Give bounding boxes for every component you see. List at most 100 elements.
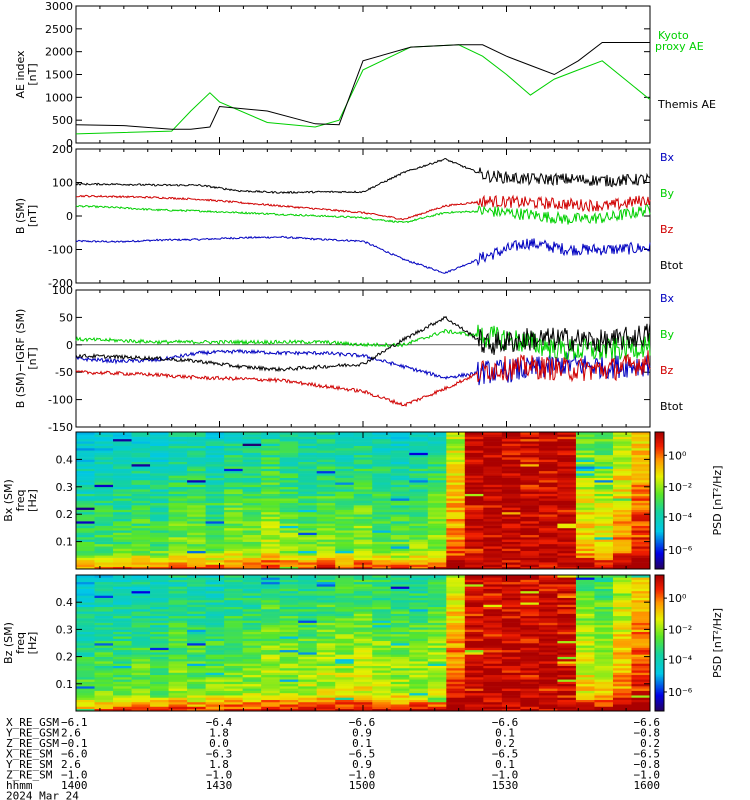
spectrogram-cell — [150, 530, 169, 533]
colorbar-band — [655, 596, 664, 599]
spectrogram-cell — [372, 636, 392, 639]
spectrogram-cell — [372, 532, 392, 536]
spectrogram-cell — [335, 677, 355, 680]
spectrogram-cell — [575, 579, 595, 583]
spectrogram-cell — [464, 509, 484, 513]
spectrogram-cell — [94, 523, 114, 526]
spectrogram-cell — [131, 674, 151, 678]
spectrogram-cell — [76, 677, 95, 680]
spectrogram-cell — [520, 441, 540, 444]
spectrogram-cell — [94, 550, 114, 554]
spectrogram-cell — [94, 463, 114, 467]
spectrogram-cell — [538, 566, 558, 570]
spectrogram-cell — [390, 636, 410, 639]
spectrogram-cell — [298, 562, 318, 565]
spectrogram-cell — [390, 692, 410, 696]
spectrogram-cell — [372, 604, 392, 608]
spectrogram-cell — [94, 597, 114, 601]
spectrogram-cell — [612, 482, 632, 485]
spectrogram-cell — [409, 699, 429, 703]
spectrogram-cell — [557, 697, 577, 700]
spectrogram-cell — [224, 677, 244, 680]
colorbar-tick-label: 10⁻² — [668, 481, 692, 494]
y-tick-label: 2500 — [45, 23, 73, 36]
spectrogram-cell — [187, 701, 207, 705]
spectrogram-cell — [427, 599, 447, 603]
spectrogram-cell — [279, 530, 299, 533]
spectrogram-cell — [353, 527, 373, 531]
spectrogram-cell — [76, 649, 95, 653]
spectrogram-cell — [131, 586, 151, 589]
spectrogram-cell — [205, 441, 225, 444]
spectrogram-cell — [464, 645, 484, 648]
spectrogram-cell — [94, 493, 114, 497]
spectrogram-cell — [557, 495, 577, 499]
spectrogram-cell — [187, 509, 207, 513]
spectrogram-cell — [538, 436, 558, 440]
spectrogram-cell — [131, 463, 151, 467]
spectrogram-cell — [76, 454, 95, 458]
colorbar-band — [655, 501, 664, 504]
spectrogram-cell — [353, 482, 373, 485]
colorbar-band — [655, 611, 664, 614]
spectrogram-cell — [520, 645, 540, 648]
spectrogram-cell — [483, 631, 503, 635]
spectrogram-cell — [94, 602, 114, 605]
spectrogram-cell — [335, 484, 355, 488]
spectrogram-cell — [261, 609, 281, 612]
spectrogram-cell — [205, 461, 225, 465]
spectrogram-cell — [76, 447, 95, 451]
spectrogram-cell — [187, 484, 207, 488]
spectrogram-cell — [224, 541, 244, 545]
spectrogram-cell — [575, 699, 595, 703]
colorbar-band — [655, 667, 664, 670]
bz-spec-ylabel: freq — [14, 632, 27, 654]
spectrogram-cell — [76, 699, 95, 703]
spectrogram-cell — [298, 461, 318, 465]
spectrogram-cell — [94, 553, 114, 556]
spectrogram-cell — [76, 611, 95, 614]
spectrogram-cell — [557, 624, 577, 628]
spectrogram-cell — [427, 475, 447, 478]
colorbar-band — [655, 697, 664, 700]
spectrogram-cell — [298, 649, 318, 653]
spectrogram-cell — [501, 593, 521, 596]
spectrogram-cell — [520, 445, 540, 449]
spectrogram-cell — [187, 599, 207, 603]
spectrogram-cell — [501, 454, 521, 458]
spectrogram-cell — [538, 463, 558, 467]
spectrogram-cell — [242, 495, 262, 499]
spectrogram-cell — [316, 541, 336, 545]
spectrogram-cell — [76, 507, 95, 510]
spectrogram-cell — [464, 484, 484, 488]
spectrogram-cell — [353, 518, 373, 522]
spectrogram-cell — [113, 436, 132, 440]
spectrogram-cell — [298, 590, 318, 594]
spectrogram-cell — [335, 590, 355, 594]
spectrogram-cell — [76, 484, 95, 488]
spectrogram-cell — [261, 606, 281, 610]
spectrogram-cell — [427, 602, 447, 605]
spectrogram-cell — [131, 482, 151, 485]
y-tick-label: -100 — [48, 244, 73, 257]
spectrogram-cell — [187, 615, 207, 619]
colorbar-band — [655, 685, 664, 688]
colorbar-band — [655, 619, 664, 622]
colorbar-band — [655, 521, 664, 523]
spectrogram-cell — [150, 679, 169, 682]
spectrogram-cell — [261, 495, 281, 499]
spectrogram-cell — [372, 543, 392, 547]
spectrogram-cell — [94, 539, 114, 542]
spectrogram-cell — [631, 500, 651, 504]
spectrogram-cell — [168, 636, 188, 639]
colorbar-band — [655, 540, 664, 543]
spectrogram-cell — [390, 527, 410, 531]
y-tick-label: -50 — [55, 366, 73, 379]
spectrogram-cell — [464, 530, 484, 533]
spectrogram-cell — [279, 631, 299, 635]
orbit-value: −6.5 — [634, 748, 661, 761]
spectrogram-cell — [612, 704, 632, 707]
spectrogram-cell — [316, 692, 336, 696]
spectrogram-cell — [335, 518, 355, 522]
spectrogram-cell — [612, 665, 632, 669]
